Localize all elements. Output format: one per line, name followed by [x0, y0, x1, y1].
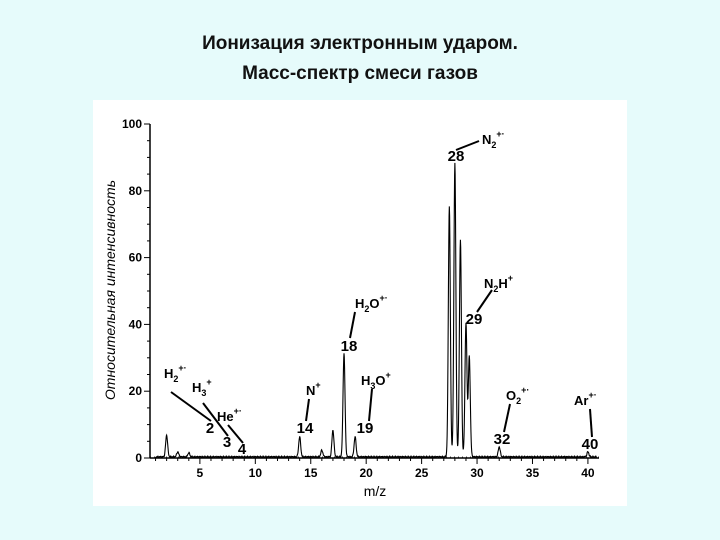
- x-tick-label: 5: [197, 466, 204, 480]
- peak-label-4: 4: [238, 441, 247, 458]
- y-tick-label: 80: [129, 184, 143, 198]
- ion-formula-2: H2+·: [164, 363, 187, 384]
- mass-spectrum-chart: 0 20 40 60 80 100 5 10 15 20 25 30 35 40 2 H2+· 3 H3+ 4 He…: [102, 117, 599, 499]
- x-tick-label: 40: [581, 466, 595, 480]
- peak-label-32: 32: [494, 431, 511, 448]
- ion-formula-40: Ar+·: [574, 390, 597, 408]
- annotation-arrow: [202, 402, 229, 437]
- chart-panel: 0 20 40 60 80 100 5 10 15 20 25 30 35 40 2 H2+· 3 H3+ 4 He…: [93, 100, 627, 506]
- ion-formula-29: N2H+: [484, 273, 513, 294]
- peak-label-29: 29: [466, 311, 483, 328]
- ion-formula-3: H3+: [192, 377, 212, 398]
- x-tick-label: 30: [470, 466, 484, 480]
- x-tick-label: 25: [415, 466, 429, 480]
- peak-label-2: 2: [206, 420, 214, 437]
- peak-label-19: 19: [357, 420, 374, 437]
- annotation-arrow: [170, 391, 212, 422]
- y-tick-label: 60: [129, 251, 143, 265]
- y-tick-label: 40: [129, 317, 143, 331]
- annotation-arrow: [503, 403, 511, 433]
- ion-formula-18: H2O+·: [355, 293, 388, 314]
- ion-formula-32: O2+·: [506, 385, 529, 406]
- x-tick-label: 20: [360, 466, 374, 480]
- y-tick-label: 100: [122, 117, 142, 131]
- slide-title-line2: Масс-спектр смеси газов: [242, 63, 478, 84]
- annotation-arrow: [227, 424, 244, 444]
- x-tick-label: 35: [526, 466, 540, 480]
- x-tick-label: 10: [249, 466, 263, 480]
- peak-label-3: 3: [223, 434, 231, 451]
- y-axis-label: Относительная интенсивность: [102, 180, 118, 400]
- ion-formula-4: He+·: [217, 406, 242, 424]
- y-tick-label: 20: [129, 384, 143, 398]
- annotation-arrow: [349, 311, 356, 339]
- x-axis-label: m/z: [364, 483, 387, 499]
- annotation-arrow: [368, 388, 373, 422]
- peak-label-28: 28: [448, 148, 465, 165]
- peak-label-14: 14: [297, 420, 314, 437]
- annotation-arrow: [305, 398, 310, 422]
- peak-label-40: 40: [582, 436, 599, 453]
- ion-formula-19: H3O+: [361, 370, 391, 391]
- ion-formula-14: N+: [306, 380, 321, 398]
- slide-title-line1: Ионизация электронным ударом.: [202, 33, 518, 54]
- peak-label-18: 18: [341, 338, 358, 355]
- annotation-arrow: [476, 289, 493, 313]
- annotation-arrow: [455, 140, 480, 151]
- x-tick-label: 15: [304, 466, 318, 480]
- ion-formula-28: N2+·: [482, 129, 505, 150]
- annotation-arrow: [589, 408, 593, 438]
- spectrum-line: [155, 162, 598, 459]
- y-tick-label: 0: [135, 451, 142, 465]
